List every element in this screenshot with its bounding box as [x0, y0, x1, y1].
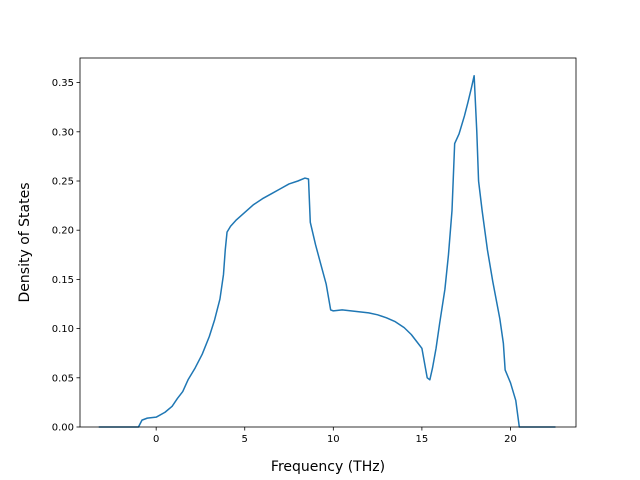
series-line: [98, 74, 556, 428]
y-tick-label: 0.05: [52, 373, 74, 384]
y-tick-label: 0.35: [52, 78, 74, 89]
y-tick-label: 0.30: [52, 127, 74, 138]
series-layer: [98, 74, 556, 428]
x-tick-label: 20: [504, 434, 517, 445]
y-axis: 0.00 0.05 0.10 0.15 0.20 0.25 0.30 0.35: [52, 78, 80, 434]
y-tick-label: 0.25: [52, 177, 74, 188]
x-tick-label: 15: [416, 434, 429, 445]
y-axis-label: Density of States: [17, 183, 33, 303]
y-tick-label: 0.00: [52, 423, 74, 434]
y-tick-label: 0.20: [52, 226, 74, 237]
plot-area: [80, 58, 576, 427]
x-axis-label: Frequency (THz): [271, 459, 385, 475]
x-tick-label: 0: [153, 434, 159, 445]
x-tick-label: 10: [327, 434, 340, 445]
y-tick-label: 0.10: [52, 324, 74, 335]
plot-frame: [79, 57, 577, 428]
x-tick-label: 5: [242, 434, 248, 445]
y-tick-label: 0.15: [52, 275, 74, 286]
x-axis: 0 5 10 15 20: [153, 427, 517, 445]
